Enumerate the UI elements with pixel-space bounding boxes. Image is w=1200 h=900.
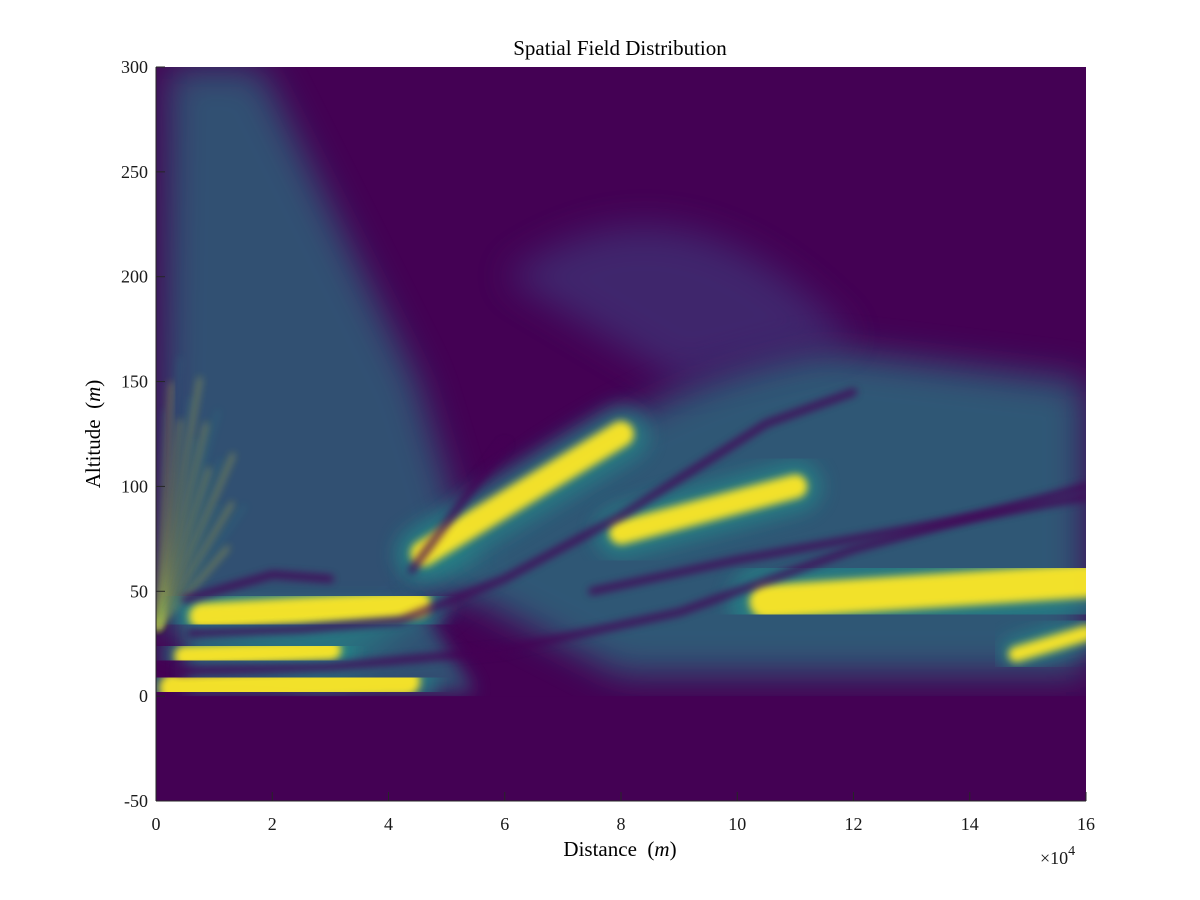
intensity-lobe [188,590,432,631]
field-ray [156,501,234,630]
interference-null [588,493,1086,595]
y-tick-label: 100 [121,476,148,496]
interference-null [181,571,334,604]
y-axis-label: Altitude (m) [81,380,105,489]
x-ticks: 0 2 4 6 8 10 12 14 16 [152,792,1095,834]
y-axis-unit: m [81,387,105,402]
intensity-lobe [749,563,1086,619]
field-ray [156,504,247,630]
y-tick-label: 50 [130,581,148,601]
field-ray [156,409,220,630]
intensity-lobe [174,639,342,668]
x-tick-label: 14 [961,814,979,834]
y-tick-label: 150 [121,372,148,392]
x-tick-label: 8 [617,814,626,834]
x-axis-unit: m [654,837,669,861]
y-axis-label-text: Altitude [81,419,105,488]
y-tick-label: -50 [124,791,148,811]
x-axis-multiplier-exponent: 4 [1068,844,1075,859]
intensity-lobe [159,667,421,703]
intensity-lobe [609,474,808,545]
intensity-lobe [1008,625,1086,662]
glow-upper-diffuse [504,226,854,382]
x-tick-label: 16 [1077,814,1095,834]
y-tick-label: 200 [121,267,148,287]
x-tick-label: 10 [728,814,746,834]
field-ray [156,422,208,630]
x-axis-multiplier: ×104 [1040,844,1075,868]
y-tick-label: 250 [121,162,148,182]
intensity-lobe [410,421,634,567]
interference-null [408,440,509,574]
field-ray [156,545,230,630]
ground-region [156,696,1086,801]
field-ray [156,503,222,630]
x-tick-label: 0 [152,814,161,834]
field-ray [156,377,202,630]
x-axis-label: Distance (m) [563,837,676,861]
field-intensity-lobes [156,405,1086,720]
x-axis-label-text: Distance [563,837,636,861]
interference-null [187,388,857,637]
field-ray [156,467,211,630]
x-tick-label: 12 [845,814,863,834]
field-image [156,67,1086,801]
x-tick-label: 6 [500,814,509,834]
chart-title: Spatial Field Distribution [513,36,727,60]
field-ray [156,458,223,630]
y-tick-label: 0 [139,686,148,706]
y-tick-label: 300 [121,57,148,77]
interference-null [175,482,1086,675]
field-ray [156,453,235,630]
y-ticks: -50 0 50 100 150 200 250 300 [121,57,165,811]
glow-near-field [158,67,476,686]
x-tick-label: 2 [268,814,277,834]
x-axis-multiplier-base: ×10 [1040,848,1068,868]
x-tick-label: 4 [384,814,393,834]
field-interference-nulls [175,388,1086,675]
